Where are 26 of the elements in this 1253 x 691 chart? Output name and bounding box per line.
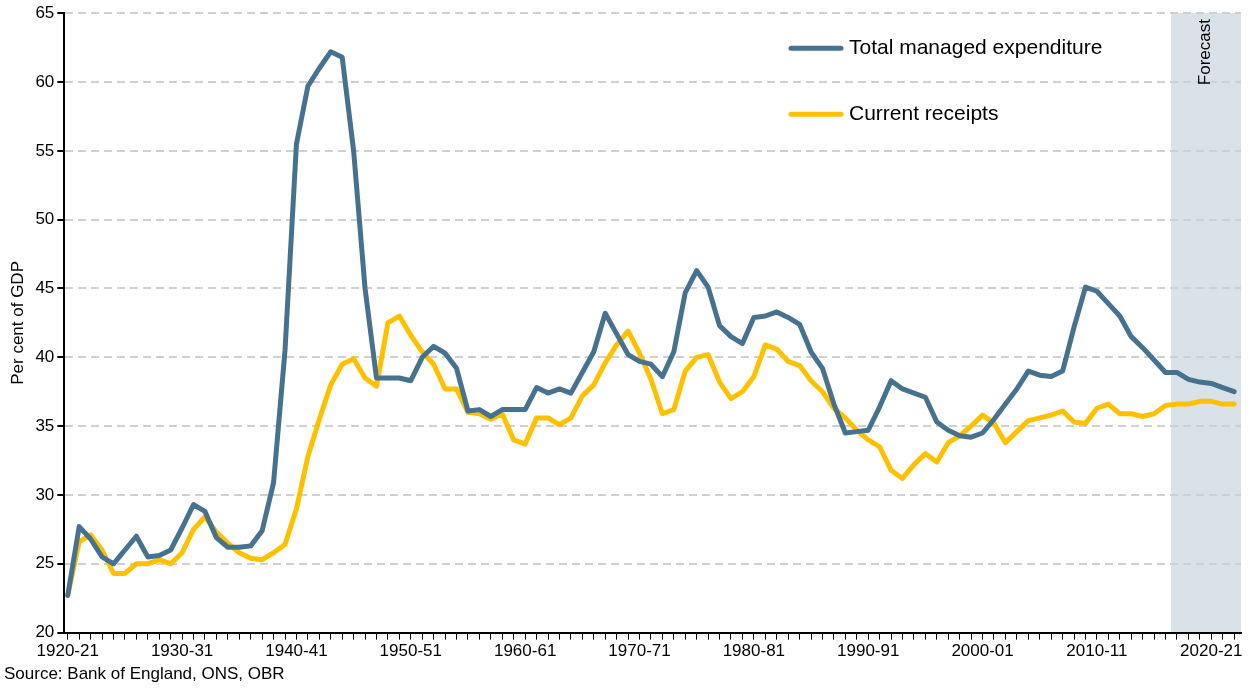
annotation: Forecast [1195,19,1216,86]
x-tick-label: 1990-91 [837,641,900,661]
y-tick-label: 20 [35,622,55,642]
y-tick-label: 55 [35,140,55,160]
x-tick-label: 1930-31 [150,641,214,661]
source-note: Source: Bank of England, ONS, OBR [4,664,285,684]
y-tick-label: 65 [35,2,55,22]
y-tick-label: 60 [35,71,55,91]
x-tick-label: 1920-21 [36,641,99,661]
x-tick-label: 1960-61 [493,641,557,661]
x-tick-label: 1980-81 [722,641,786,661]
x-tick-label: 1950-51 [379,641,442,661]
y-tick-label: 25 [35,553,55,573]
y-tick-label: 40 [35,347,55,366]
x-tick-label: 1940-41 [265,641,328,661]
y-tick-label: 35 [35,415,55,435]
legend-label: Current receipts [849,101,999,124]
x-tick-label: 1970-71 [608,641,671,661]
x-tick-label: 2010-11 [1066,641,1128,661]
y-tick-label: 50 [35,209,55,229]
legend-label: Total managed expenditure [849,35,1103,58]
y-tick-label: 45 [35,278,55,298]
x-tick-label: 2020-21 [1180,641,1243,661]
y-axis-title: Per cent of GDP [7,261,27,385]
x-tick-label: 2000-01 [951,641,1014,661]
y-tick-label: 30 [35,484,55,504]
